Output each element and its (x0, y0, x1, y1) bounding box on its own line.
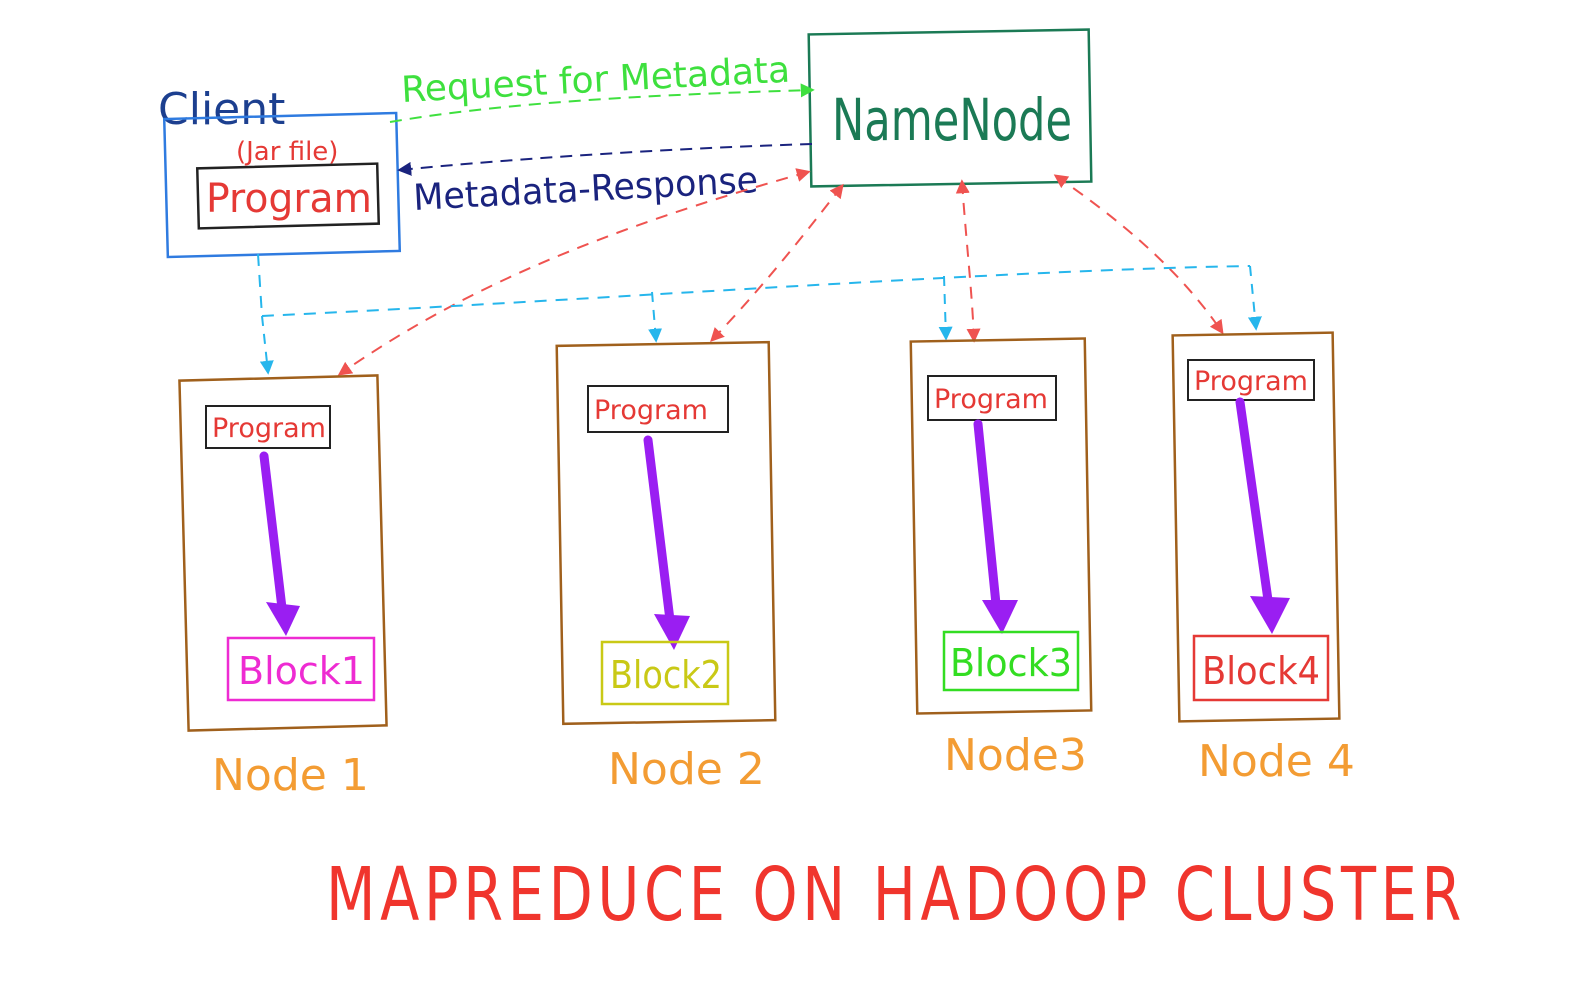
node-2-map-arrow (643, 435, 675, 625)
node-4-box (1171, 331, 1341, 723)
node-3-block-box (942, 630, 1080, 692)
namenode-node4-link (1053, 174, 1224, 335)
node-1-map-arrow (259, 451, 287, 613)
client-to-node3-arrow (938, 275, 953, 341)
node-1-name: Node 1 (212, 750, 369, 801)
node-1-program-label: Program (212, 413, 326, 444)
diagram-title: MAPREDUCE ON HADOOP CLUSTER (326, 852, 1466, 938)
node-1-block-label: Block1 (238, 649, 365, 693)
node-1-program-box (205, 405, 331, 449)
node-3-map-arrowhead (982, 600, 1018, 634)
request-metadata-label: Request for Metadata (400, 50, 791, 111)
node-3-map-arrow (973, 419, 1001, 609)
node-3-program-box (927, 375, 1057, 421)
node-4-map-arrow (1235, 397, 1273, 605)
node-4-block-box (1192, 634, 1330, 702)
node-3-name: Node3 (944, 730, 1087, 781)
node-2-program-box (587, 385, 729, 433)
metadata-response-label: Metadata-Response (412, 160, 759, 219)
node-4-program-box (1187, 359, 1315, 401)
client-program-label: Program (206, 176, 372, 222)
node-2-block-box (600, 640, 730, 706)
node-3-box (909, 337, 1093, 715)
node-1-box (178, 374, 388, 732)
node-3: Program Block3 Node3 (909, 337, 1093, 781)
jar-file-label: (Jar file) (236, 137, 338, 167)
namenode-node3-link (955, 179, 981, 343)
node-1-map-arrowhead (266, 602, 300, 636)
node-4-program-label: Program (1194, 366, 1308, 397)
node-2-name: Node 2 (608, 744, 765, 795)
node-4-name: Node 4 (1198, 736, 1355, 787)
node-2-map-arrowhead (654, 614, 690, 650)
client-to-node2-arrow (648, 291, 663, 343)
node-4-block-label: Block4 (1202, 649, 1320, 693)
metadata-response-arrow (397, 143, 813, 176)
node-2-box (555, 340, 777, 726)
client-distribution-bus (257, 253, 1251, 317)
request-metadata-arrow (389, 83, 815, 123)
node-4-map-arrowhead (1250, 596, 1290, 634)
node-3-block-label: Block3 (950, 641, 1072, 685)
node-1-block-box (226, 636, 376, 702)
node-3-program-label: Program (934, 384, 1048, 415)
node-1: Program Block1 Node 1 (178, 374, 388, 801)
client-to-node4-arrow (1247, 265, 1262, 331)
node-2-program-label: Program (594, 395, 708, 426)
node-2-block-label: Block2 (610, 653, 722, 697)
namenode-label: NameNode (832, 86, 1072, 154)
namenode-box (807, 28, 1093, 188)
node-4: Program Block4 Node 4 (1171, 331, 1355, 787)
node-2: Program Block2 Node 2 (555, 340, 777, 795)
namenode-node2-link (710, 183, 844, 343)
client-to-node1-arrow (259, 315, 274, 375)
client-label: Client (158, 84, 285, 135)
